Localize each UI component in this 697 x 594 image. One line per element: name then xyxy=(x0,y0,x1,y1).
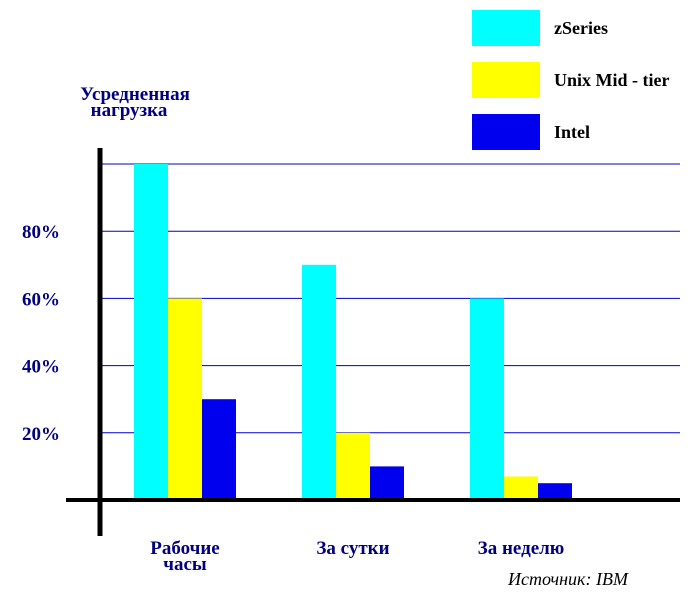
legend-label: zSeries xyxy=(554,18,608,38)
legend-label: Unix Mid - tier xyxy=(554,70,669,90)
y-axis-label-line-1: Усредненная xyxy=(80,84,190,105)
y-tick-label: 40% xyxy=(22,357,60,378)
bar-intel-1 xyxy=(370,466,404,500)
legend-swatch xyxy=(472,114,540,150)
bar-unix-mid-tier-1 xyxy=(336,432,370,500)
bars xyxy=(134,164,572,500)
x-category-label: За сутки xyxy=(316,538,389,559)
bar-intel-0 xyxy=(202,399,236,500)
bar-unix-mid-tier-2 xyxy=(504,476,538,500)
bar-zseries-2 xyxy=(470,298,504,500)
y-tick-label: 20% xyxy=(22,424,60,445)
y-tick-labels: 20% 40% 60% 80% xyxy=(22,222,60,445)
source-note: Источник: IBM xyxy=(507,569,629,589)
x-category-label: Рабочие xyxy=(150,538,219,559)
y-axis-label-line-2: нагрузка xyxy=(91,100,168,121)
y-tick-label: 80% xyxy=(22,222,60,243)
legend-swatch xyxy=(472,10,540,46)
bar-zseries-1 xyxy=(302,264,336,500)
x-category-label: часы xyxy=(163,554,207,575)
legend-label: Intel xyxy=(554,122,590,142)
bar-intel-2 xyxy=(538,483,572,500)
legend-swatch xyxy=(472,62,540,98)
bar-unix-mid-tier-0 xyxy=(168,298,202,500)
y-tick-label: 60% xyxy=(22,289,60,310)
legend: zSeries Unix Mid - tier Intel xyxy=(472,10,669,150)
x-category-label: За неделю xyxy=(478,538,565,559)
bar-zseries-0 xyxy=(134,164,168,500)
